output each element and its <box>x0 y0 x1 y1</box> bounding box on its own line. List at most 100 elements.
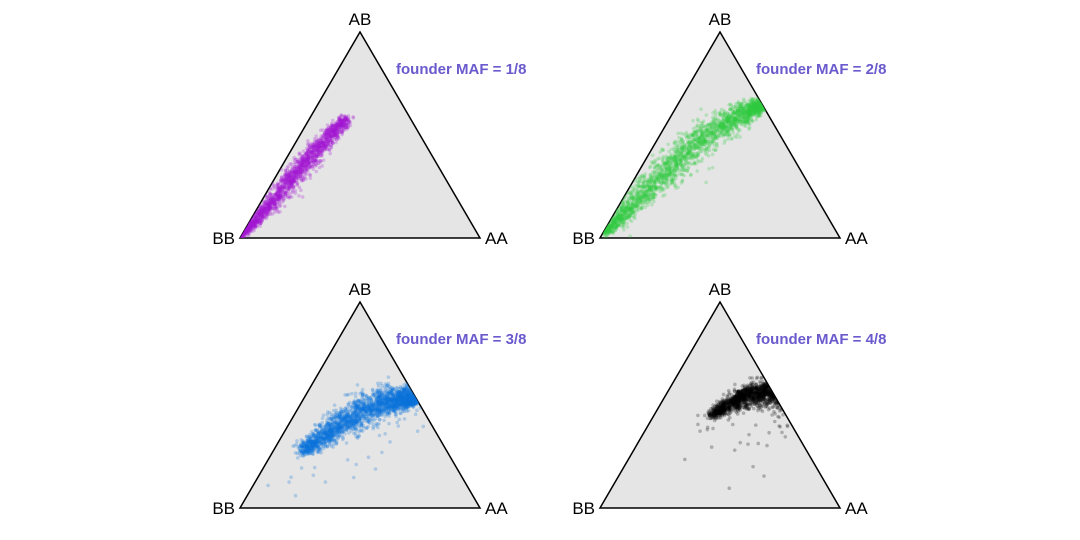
data-point <box>705 145 709 150</box>
data-point <box>716 128 721 132</box>
data-point <box>615 220 619 225</box>
data-point <box>343 116 348 120</box>
data-point <box>255 219 260 223</box>
data-point <box>685 151 690 156</box>
data-point <box>284 188 289 193</box>
data-point <box>288 172 292 176</box>
data-point <box>252 214 256 219</box>
data-point <box>648 177 652 182</box>
data-point <box>322 148 327 152</box>
data-point <box>283 194 288 199</box>
data-point <box>253 224 258 229</box>
data-point <box>244 229 248 233</box>
data-point <box>293 169 298 174</box>
data-point <box>729 121 734 125</box>
data-point <box>276 194 281 198</box>
data-point <box>245 226 249 231</box>
data-point <box>747 106 751 110</box>
data-point <box>326 126 331 131</box>
data-point <box>758 107 763 112</box>
data-point <box>670 180 674 185</box>
data-point <box>731 117 736 122</box>
data-point <box>296 164 301 169</box>
data-point <box>706 135 710 139</box>
data-point <box>754 108 759 113</box>
data-point <box>278 186 283 191</box>
data-point <box>268 193 272 197</box>
data-point <box>287 175 291 180</box>
data-point <box>697 127 702 131</box>
data-point <box>682 157 687 161</box>
data-point <box>306 160 311 165</box>
data-point <box>240 235 243 238</box>
data-point <box>289 176 293 180</box>
data-point <box>669 178 674 183</box>
data-point <box>638 195 643 199</box>
data-point <box>319 146 324 150</box>
data-point <box>739 102 744 107</box>
data-point <box>610 229 614 234</box>
data-point <box>706 129 710 134</box>
data-point <box>287 196 292 200</box>
data-point <box>284 181 289 186</box>
data-point <box>246 230 251 234</box>
data-point <box>747 122 752 127</box>
data-point <box>748 107 753 112</box>
data-point <box>295 171 299 176</box>
data-point <box>273 199 277 204</box>
data-point <box>692 137 697 141</box>
data-point <box>742 105 746 110</box>
data-point <box>276 192 280 196</box>
data-point <box>724 132 728 137</box>
data-point <box>712 125 716 130</box>
data-point <box>745 117 750 122</box>
data-point <box>288 184 292 189</box>
data-point <box>724 127 728 131</box>
data-point <box>248 224 252 228</box>
data-point <box>280 187 284 192</box>
data-point <box>666 166 671 170</box>
data-point <box>638 196 642 201</box>
data-point <box>329 123 334 128</box>
data-point <box>258 207 263 212</box>
data-point <box>711 110 715 115</box>
data-point <box>751 112 756 116</box>
data-point <box>325 127 330 132</box>
data-point <box>748 109 753 113</box>
data-point <box>262 215 267 219</box>
data-point <box>307 150 311 155</box>
data-point <box>247 231 251 236</box>
data-point <box>303 156 307 161</box>
data-point <box>273 209 277 214</box>
data-point <box>648 192 653 196</box>
data-point <box>610 230 615 235</box>
data-point <box>343 122 347 126</box>
data-point <box>644 190 648 195</box>
data-point <box>257 209 261 214</box>
data-point <box>714 136 718 140</box>
data-point <box>758 104 763 108</box>
data-point <box>339 122 343 127</box>
data-point <box>307 162 311 167</box>
data-point <box>338 120 343 125</box>
data-point <box>752 102 757 106</box>
data-point <box>329 134 333 139</box>
data-point <box>266 201 271 206</box>
data-point <box>698 124 703 128</box>
data-point <box>347 119 351 124</box>
data-point <box>277 193 282 198</box>
data-point <box>713 114 718 118</box>
data-point <box>266 204 271 208</box>
data-point <box>265 199 270 204</box>
data-point <box>346 124 350 129</box>
data-point <box>622 210 626 214</box>
data-point <box>667 149 671 154</box>
data-point <box>346 119 351 123</box>
data-point <box>312 142 317 147</box>
data-point <box>292 176 297 180</box>
data-point <box>333 127 338 131</box>
data-point <box>240 236 243 238</box>
data-point <box>329 143 334 147</box>
data-point <box>257 219 261 223</box>
data-point <box>610 224 614 229</box>
